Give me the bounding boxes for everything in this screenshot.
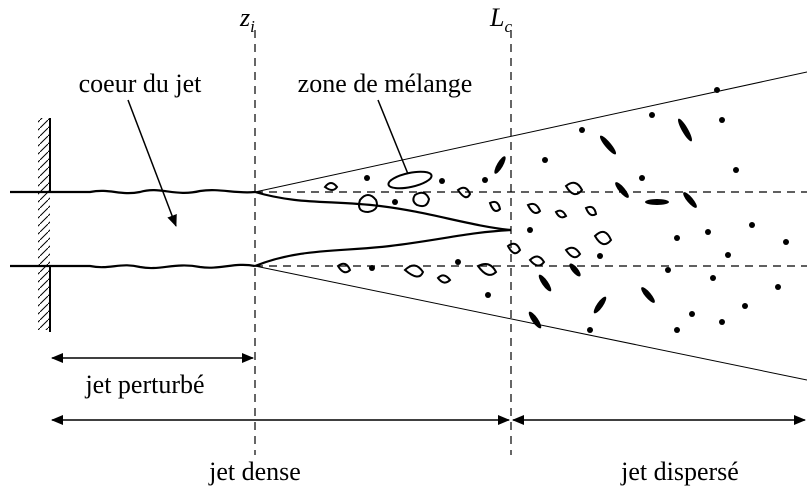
dispersed-label: jet dispersé <box>620 457 739 486</box>
perturbed-label: jet perturbé <box>84 370 204 399</box>
lc-label: Lc <box>489 3 512 36</box>
nozzle-and-core <box>10 189 512 270</box>
leaders <box>127 99 409 227</box>
dimension-arrows <box>51 353 806 425</box>
mixing-label: zone de mélange <box>298 69 473 98</box>
dense-label: jet dense <box>208 457 301 486</box>
wall <box>38 118 51 332</box>
core-label: coeur du jet <box>79 69 203 98</box>
droplets <box>323 87 789 333</box>
zi-label: zi <box>239 3 255 36</box>
